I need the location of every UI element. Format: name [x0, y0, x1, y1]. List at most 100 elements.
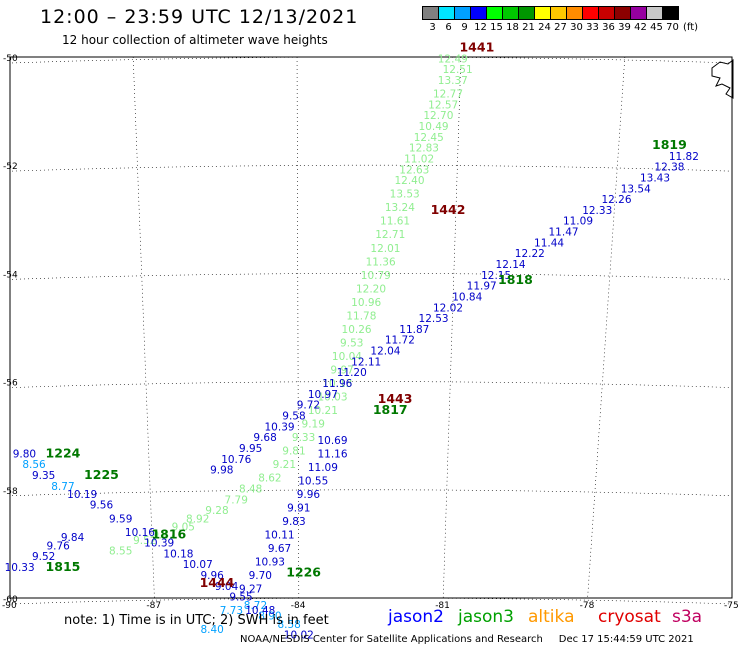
wave-value: 8.72	[244, 600, 267, 612]
wave-value: 11.36	[366, 256, 396, 268]
wave-value: 9.83	[282, 516, 305, 528]
track-time-label: 1443	[378, 391, 413, 406]
wave-value: 8.40	[200, 624, 223, 636]
satellite-s3a: s3a	[672, 607, 703, 627]
track-time-labels: 1441 1442 1443 1444 1819 1818 1817 1816 1815 1224…	[46, 40, 687, 591]
wave-value: 9.91	[287, 502, 310, 514]
satellite-jason2: jason2	[388, 607, 444, 627]
scale-label: 45	[650, 22, 663, 33]
wave-value: 9.80	[13, 448, 36, 460]
wave-value: 13.54	[621, 183, 651, 195]
axis-labels: -50 -52 -54 -56 -58 -60-90 -87 -84 -81 -78 -75	[2, 54, 739, 611]
lon-label: -78	[580, 601, 595, 611]
track-time-label: 1444	[200, 575, 235, 590]
wave-value: 10.33	[5, 562, 35, 574]
wave-value: 7.79	[225, 494, 248, 506]
wave-value: 12.20	[356, 283, 386, 295]
wave-value: 11.02	[404, 153, 434, 165]
satellite-cryosat: cryosat	[598, 607, 661, 627]
scale-label: 9	[461, 22, 468, 33]
wave-value: 11.16	[317, 448, 347, 460]
lat-label: -56	[3, 379, 18, 389]
wave-value: 9.68	[253, 432, 276, 444]
wave-value: 10.79	[361, 270, 391, 282]
wave-value: 8.58	[277, 619, 300, 631]
coastline	[711, 58, 734, 99]
wave-value: 9.72	[297, 400, 320, 412]
parallel-line	[9, 56, 733, 64]
wave-value: 11.44	[534, 237, 564, 249]
wave-value: 8.56	[22, 459, 46, 471]
scale-label: 18	[506, 22, 519, 33]
lon-label: -87	[146, 601, 161, 611]
track-time-label: 1226	[286, 564, 321, 579]
track-time-label: 1442	[431, 202, 466, 217]
wave-value: 12.49	[438, 53, 468, 65]
wave-value: 9.27	[239, 584, 262, 596]
wave-value: 9.05	[172, 521, 195, 533]
wave-value: 10.07	[183, 559, 213, 571]
wave-value: 9.28	[205, 505, 228, 517]
track-time-label: 1819	[652, 137, 687, 152]
wave-value: 12.02	[433, 302, 463, 314]
lon-label: -90	[2, 601, 17, 611]
wave-value: 9.58	[282, 410, 305, 422]
lat-label: -58	[3, 487, 18, 497]
wave-value: 12.45	[414, 132, 444, 144]
scale-label: 36	[602, 22, 615, 33]
wave-value: 12.26	[601, 194, 631, 206]
footer-note: note: 1) Time is in UTC; 2) SWH is in fe…	[64, 613, 329, 628]
wave-value: 12.57	[428, 99, 458, 111]
parallel-line	[9, 164, 733, 172]
lat-label: -50	[3, 54, 18, 64]
scale-label: 27	[554, 22, 567, 33]
parallel-line	[9, 489, 733, 497]
wave-value: 9.19	[302, 419, 325, 431]
wave-value: 9.52	[32, 551, 55, 563]
wave-value: 8.92	[186, 513, 209, 525]
wave-value: 11.72	[385, 335, 415, 347]
wave-value: 12.77	[433, 89, 463, 101]
map-subtitle: 12 hour collection of altimeter wave hei…	[62, 33, 328, 47]
meridian-line	[132, 56, 155, 599]
track-time-label: 1818	[498, 272, 533, 287]
wave-value: 7.73	[220, 605, 243, 617]
wave-value: 12.70	[423, 110, 453, 122]
scale-label: 70	[666, 22, 679, 33]
scale-unit: (ft)	[682, 22, 699, 33]
wave-value: 9.35	[32, 470, 55, 482]
wave-value: 12.33	[582, 205, 612, 217]
wave-value: 8.48	[239, 484, 262, 496]
coastline-shape	[711, 58, 734, 99]
wave-value: 12.15	[481, 270, 511, 282]
wave-value: 12.22	[515, 248, 545, 260]
wave-value: 10.13	[322, 378, 352, 390]
wave-value: 11.97	[467, 281, 497, 293]
wave-value: 10.84	[452, 291, 482, 303]
wave-value: 13.24	[385, 202, 415, 214]
wave-value: 10.18	[163, 548, 193, 560]
wave-value: 10.21	[308, 405, 338, 417]
wave-value: 10.02	[284, 630, 314, 642]
wave-value: 11.78	[346, 310, 376, 322]
map-frame	[9, 56, 733, 599]
wave-value: 10.39	[144, 538, 174, 550]
track-time-label: 1816	[151, 526, 186, 541]
color-scale	[422, 6, 679, 20]
wave-value: 12.83	[409, 143, 439, 155]
wave-value: 10.26	[342, 324, 372, 336]
wave-value: 10.39	[265, 421, 295, 433]
scale-swatch	[662, 6, 679, 20]
wave-value: 12.53	[419, 313, 449, 325]
wave-value: 13.43	[640, 172, 670, 184]
wave-value: 9.59	[109, 513, 132, 525]
wave-value: 9.96	[200, 570, 224, 582]
wave-value: 11.61	[380, 216, 410, 228]
lat-label: -52	[3, 162, 18, 172]
scale-label: 33	[586, 22, 599, 33]
scale-label: 6	[445, 22, 452, 33]
wave-value: 12.51	[443, 64, 473, 76]
track-time-label: 1225	[84, 467, 119, 482]
wave-value: 9.70	[249, 570, 272, 582]
